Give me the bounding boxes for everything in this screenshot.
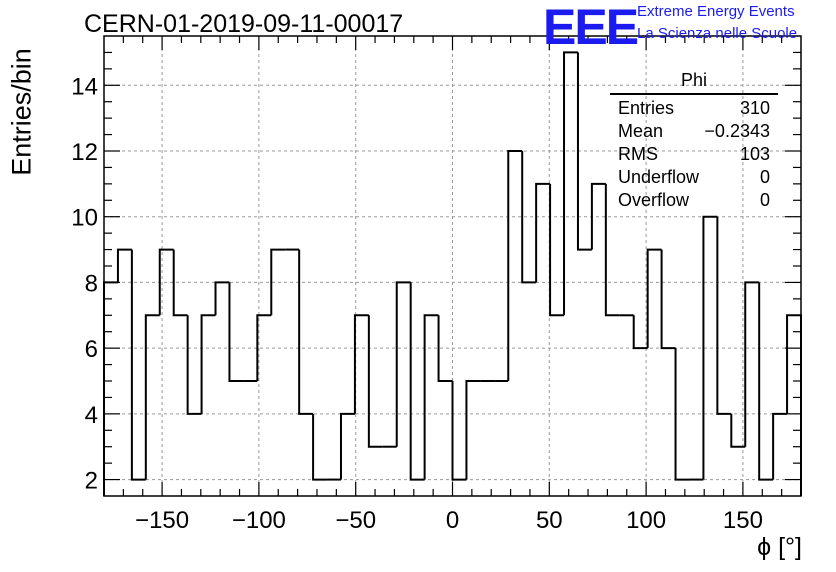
histogram-bin [130, 249, 146, 481]
histogram-bin [116, 248, 132, 283]
histogram-bin [339, 412, 355, 480]
histogram-bin [409, 282, 425, 481]
x-tick-label: −150 [135, 507, 189, 534]
x-tick-label: 100 [626, 507, 666, 534]
histogram-bin [716, 216, 732, 415]
histogram-bin [674, 348, 690, 481]
histogram-bin [507, 150, 523, 381]
histogram-bin [786, 314, 802, 496]
histogram-bin [563, 51, 578, 316]
eee-logo: EEE [543, 0, 639, 55]
stats-row-underflow: Underflow 0 [610, 166, 778, 189]
histogram-bin [576, 52, 592, 251]
histogram-bin [437, 315, 453, 382]
histogram-bin [395, 281, 411, 447]
histogram-bin [270, 248, 286, 316]
stats-row-rms: RMS 103 [610, 143, 778, 166]
y-tick-label: 12 [71, 139, 98, 166]
stats-label: RMS [618, 144, 658, 164]
histogram-bin [312, 413, 328, 481]
stats-row-mean: Mean −0.2343 [610, 120, 778, 143]
x-tick-label: 150 [723, 507, 763, 534]
histogram-bin [256, 314, 272, 381]
histogram-bin [465, 380, 481, 480]
stats-label: Entries [618, 98, 675, 118]
y-axis-label: Entries/bin [6, 48, 37, 176]
histogram-bin [298, 249, 314, 415]
y-tick-label: 8 [85, 270, 98, 297]
y-tick-label: 2 [85, 468, 98, 495]
histogram-bin [646, 248, 662, 349]
histogram-bin [144, 314, 160, 480]
y-tick-label: 4 [85, 402, 98, 429]
x-tick-label: −100 [232, 507, 286, 534]
histogram-bin [353, 314, 369, 414]
histogram-bin [423, 314, 439, 480]
histogram-bin [367, 315, 383, 448]
y-tick-label: 14 [71, 73, 98, 100]
histogram-bin [590, 182, 606, 250]
histogram-bin [604, 183, 620, 317]
stats-box: Phi Entries 310 Mean −0.2343 RMS 103 Und… [610, 70, 778, 212]
histogram-bin [186, 315, 202, 415]
histogram-bin [730, 413, 746, 448]
histogram-bin [535, 182, 551, 283]
logo-subtitle-2: La Scienza nelle Scuole [637, 25, 798, 42]
x-tick-label: 50 [536, 507, 563, 534]
histogram-bin [549, 183, 565, 317]
x-axis-label: ϕ [°] [757, 533, 802, 561]
histogram-bin [172, 249, 188, 317]
histogram-bin [103, 281, 118, 496]
x-tick-label: −50 [335, 507, 376, 534]
x-tick-label: 0 [446, 507, 459, 534]
histogram-bin [521, 151, 537, 284]
histogram-bin [200, 314, 216, 414]
stats-row-entries: Entries 310 [610, 97, 778, 120]
histogram-bin [228, 282, 244, 382]
stats-label: Mean [618, 121, 664, 141]
logo-subtitle-1: Extreme Energy Events [637, 3, 795, 20]
stats-label: Overflow [618, 190, 690, 210]
stats-label: Underflow [618, 167, 700, 187]
histogram-bin [660, 249, 676, 350]
histogram-bin [214, 281, 230, 316]
histogram-bin [758, 282, 774, 481]
stats-value: 103 [739, 144, 770, 164]
y-tick-label: 6 [85, 336, 98, 363]
histogram-bin [702, 215, 718, 480]
stats-value: 0 [759, 190, 770, 210]
stats-title: Phi [610, 70, 778, 95]
histogram-bin [158, 248, 174, 316]
stats-row-overflow: Overflow 0 [610, 189, 778, 212]
chart-title: CERN-01-2019-09-11-00017 [84, 10, 404, 38]
histogram-bin [772, 412, 788, 480]
histogram-bin [451, 381, 467, 481]
stats-value: −0.2343 [704, 121, 770, 141]
stats-value: 0 [759, 167, 770, 187]
y-tick-label: 10 [71, 205, 98, 232]
stats-value: 310 [739, 98, 770, 118]
histogram-bin [632, 315, 648, 350]
histogram-bin [744, 281, 760, 447]
